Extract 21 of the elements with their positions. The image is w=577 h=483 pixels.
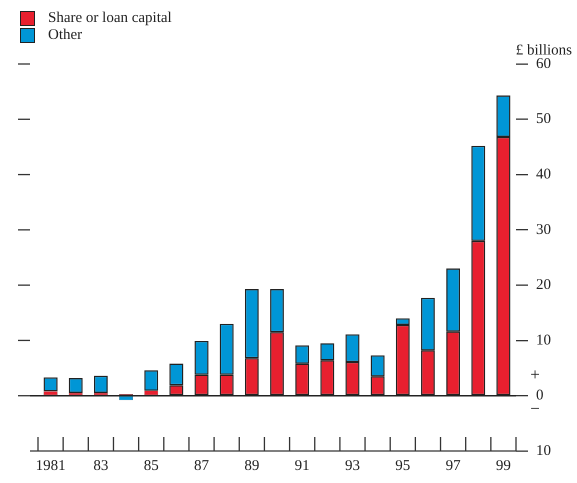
y-tick-label: 10: [536, 332, 551, 348]
y-axis-title: £ billions: [516, 42, 572, 58]
y-tick-label: 10: [536, 442, 551, 459]
x-tick-label: 97: [446, 458, 462, 474]
x-tick-label: 95: [395, 458, 410, 474]
y-tick-label: 60: [536, 56, 551, 72]
y-tick-label: 30: [536, 222, 551, 238]
legend-label: Share or loan capital: [48, 10, 172, 27]
y-tick-label: 40: [536, 166, 551, 183]
y-tick-label: 20: [536, 277, 551, 294]
x-tick-label: 1981: [36, 458, 66, 474]
legend-label: Other: [48, 27, 82, 44]
x-tick-label: 99: [496, 458, 511, 474]
x-tick-label: 83: [93, 458, 108, 474]
text: +: [530, 365, 540, 384]
x-tick-label: 89: [244, 458, 260, 474]
x-tick-label: 87: [194, 458, 210, 474]
x-tick-label: 91: [294, 458, 310, 474]
x-tick-label: 85: [144, 458, 159, 474]
x-tick-label: 93: [344, 458, 360, 474]
y-tick-label: 50: [536, 111, 551, 128]
